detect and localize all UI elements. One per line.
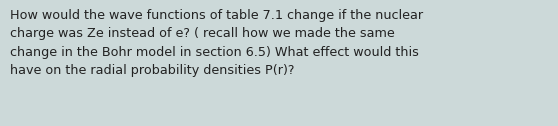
Text: How would the wave functions of table 7.1 change if the nuclear
charge was Ze in: How would the wave functions of table 7.… [10, 9, 423, 77]
